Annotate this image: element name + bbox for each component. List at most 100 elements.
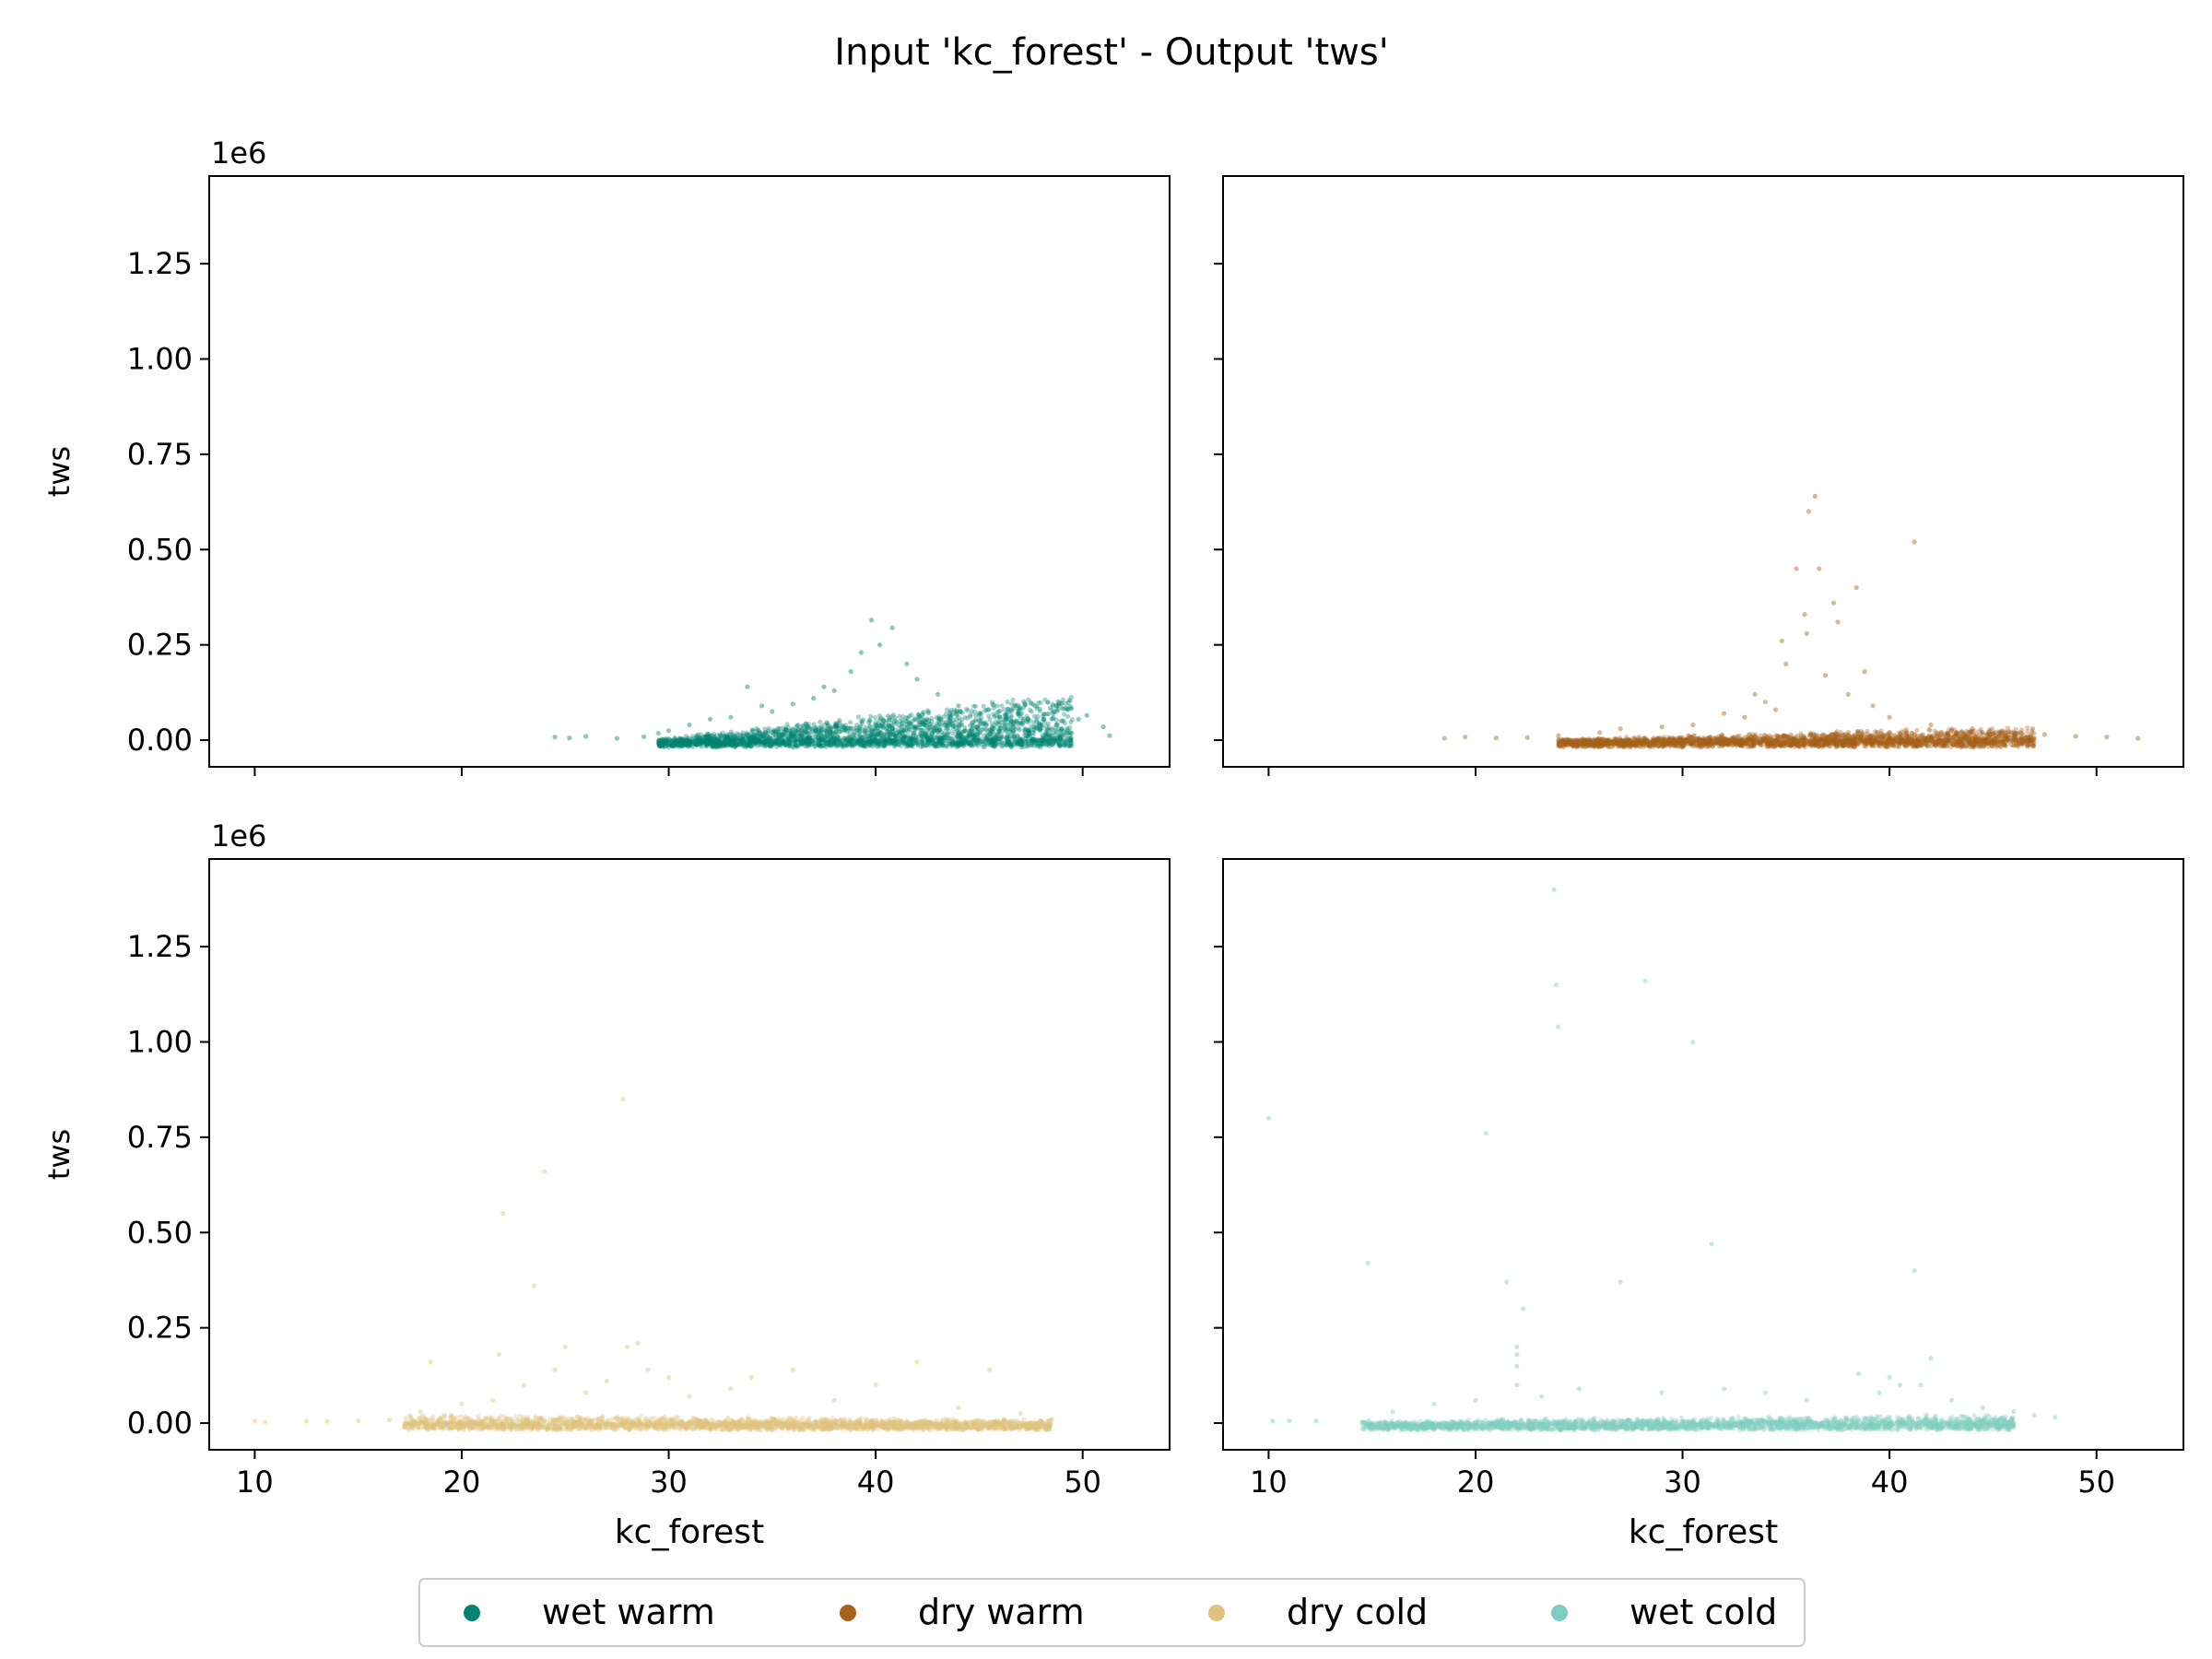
scatter-point bbox=[1792, 744, 1797, 749]
scatter-point bbox=[940, 720, 946, 725]
scatter-point bbox=[930, 737, 935, 743]
scatter-point bbox=[1589, 740, 1595, 746]
scatter-point bbox=[1942, 734, 1947, 739]
scatter-point bbox=[1759, 742, 1764, 748]
scatter-point bbox=[1815, 736, 1820, 742]
scatter-point bbox=[697, 737, 703, 743]
scatter-point bbox=[900, 736, 906, 742]
scatter-point bbox=[819, 735, 826, 740]
scatter-point bbox=[1596, 739, 1602, 745]
scatter-point bbox=[1678, 741, 1684, 747]
scatter-point bbox=[1955, 738, 1961, 745]
scatter-point bbox=[1588, 744, 1594, 749]
scatter-point bbox=[764, 734, 770, 739]
scatter-point bbox=[1641, 735, 1646, 741]
scatter-point bbox=[1724, 737, 1730, 743]
scatter-point bbox=[1737, 737, 1743, 743]
scatter-point bbox=[1005, 740, 1010, 746]
scatter-point bbox=[924, 743, 929, 748]
scatter-point bbox=[1007, 722, 1013, 727]
scatter-point bbox=[713, 739, 720, 745]
scatter-point bbox=[1706, 744, 1712, 749]
scatter-point bbox=[1053, 737, 1059, 743]
scatter-point bbox=[1708, 740, 1714, 746]
scatter-point bbox=[700, 739, 705, 746]
scatter-point bbox=[705, 741, 711, 747]
scatter-point bbox=[1957, 743, 1962, 748]
scatter-point bbox=[1951, 742, 1957, 748]
scatter-point bbox=[957, 732, 962, 737]
scatter-point bbox=[1771, 743, 1776, 748]
scatter-point bbox=[797, 739, 803, 745]
scatter-point bbox=[901, 727, 907, 733]
subplot-2 bbox=[1214, 175, 2184, 776]
scatter-point bbox=[732, 744, 737, 750]
scatter-point bbox=[682, 740, 688, 746]
scatter-point bbox=[1977, 740, 1983, 746]
scatter-point bbox=[1014, 702, 1019, 709]
scatter-point bbox=[718, 734, 724, 739]
scatter-point bbox=[1744, 741, 1749, 747]
scatter-point bbox=[1599, 739, 1605, 745]
scatter-point bbox=[756, 727, 761, 734]
scatter-point bbox=[788, 730, 794, 736]
scatter-point bbox=[1587, 739, 1593, 745]
scatter-point bbox=[1068, 737, 1074, 744]
scatter-point bbox=[1824, 738, 1830, 744]
scatter-point bbox=[1024, 735, 1030, 741]
scatter-point bbox=[1600, 742, 1606, 747]
scatter-point bbox=[1959, 729, 1965, 735]
scatter-point bbox=[763, 730, 769, 735]
scatter-point bbox=[781, 738, 787, 744]
scatter-point bbox=[1937, 738, 1943, 744]
scatter-point bbox=[1671, 738, 1677, 744]
scatter-point bbox=[1952, 739, 1958, 745]
scatter-point bbox=[1977, 743, 1983, 748]
scatter-point bbox=[1821, 735, 1827, 741]
scatter-point bbox=[1634, 741, 1640, 747]
scatter-point bbox=[990, 743, 995, 748]
scatter-point bbox=[1680, 735, 1686, 740]
scatter-point bbox=[1714, 736, 1720, 742]
scatter-point bbox=[876, 738, 881, 744]
scatter-point bbox=[829, 742, 834, 748]
scatter-point bbox=[1680, 740, 1686, 746]
scatter-point bbox=[2011, 735, 2017, 740]
scatter-point bbox=[868, 733, 874, 738]
scatter-point bbox=[828, 736, 833, 742]
scatter-point bbox=[975, 727, 981, 733]
scatter-point bbox=[1722, 742, 1728, 747]
scatter-point bbox=[1886, 736, 1891, 742]
scatter-point bbox=[687, 739, 692, 745]
scatter-point bbox=[989, 738, 994, 744]
scatter-point bbox=[1648, 742, 1653, 747]
scatter-point bbox=[871, 725, 877, 732]
scatter-point bbox=[1768, 741, 1773, 747]
scatter-point bbox=[803, 737, 808, 743]
scatter-point bbox=[690, 735, 696, 742]
scatter-point bbox=[780, 737, 785, 743]
scatter-point bbox=[831, 737, 837, 743]
scatter-point bbox=[1793, 735, 1798, 741]
scatter-point bbox=[1851, 742, 1856, 747]
scatter-point bbox=[1655, 739, 1661, 745]
scatter-point bbox=[717, 732, 724, 737]
scatter-point bbox=[1745, 735, 1750, 740]
scatter-point bbox=[1897, 741, 1902, 747]
scatter-point bbox=[881, 739, 887, 746]
scatter-point bbox=[1987, 732, 1993, 737]
scatter-point bbox=[788, 732, 794, 738]
scatter-point bbox=[889, 737, 895, 743]
scatter-point bbox=[779, 740, 785, 746]
scatter-point bbox=[1065, 728, 1070, 734]
scatter-point bbox=[673, 744, 678, 749]
scatter-point bbox=[1031, 724, 1037, 730]
scatter-point bbox=[896, 741, 901, 747]
scatter-point bbox=[831, 730, 837, 735]
scatter-point bbox=[987, 737, 993, 743]
scatter-point bbox=[704, 737, 710, 744]
scatter-point bbox=[1943, 736, 1948, 742]
scatter-point bbox=[1023, 701, 1029, 708]
scatter-point bbox=[1585, 742, 1591, 747]
scatter-point bbox=[885, 740, 890, 746]
